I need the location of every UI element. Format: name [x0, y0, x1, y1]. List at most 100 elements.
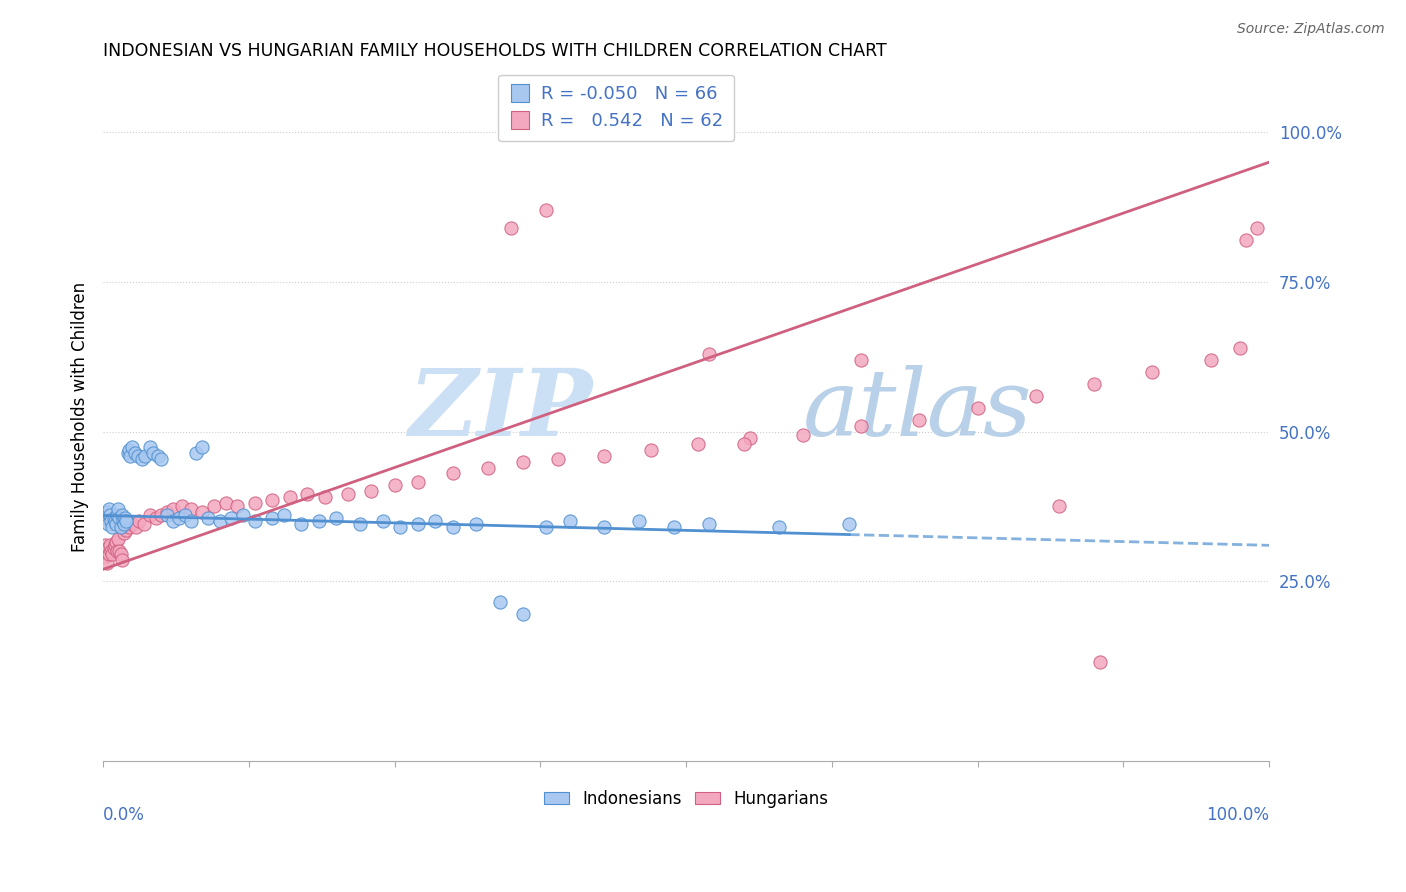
Point [107, 502, 129, 516]
Point [93, 550, 115, 565]
Point [104, 515, 127, 529]
Point [173, 508, 195, 523]
Point [115, 515, 138, 529]
Point [100, 515, 122, 529]
Text: INDONESIAN VS HUNGARIAN FAMILY HOUSEHOLDS WITH CHILDREN CORRELATION CHART: INDONESIAN VS HUNGARIAN FAMILY HOUSEHOLD… [103, 42, 887, 60]
Point [105, 508, 128, 523]
Point [115, 524, 138, 538]
Point [172, 500, 194, 514]
Point [96, 556, 118, 570]
Point [534, 203, 557, 218]
Point [1025, 389, 1047, 403]
Point [243, 515, 266, 529]
Point [1229, 341, 1251, 355]
Point [131, 451, 153, 466]
Point [214, 496, 236, 510]
Point [1142, 365, 1164, 379]
Point [142, 445, 165, 459]
Point [1083, 376, 1105, 391]
Point [740, 431, 762, 445]
Point [114, 511, 136, 525]
Point [686, 436, 709, 450]
Point [124, 445, 146, 459]
Point [360, 484, 382, 499]
Point [191, 505, 214, 519]
Point [100, 544, 122, 558]
Point [1199, 352, 1222, 367]
Point [97, 502, 120, 516]
Point [534, 520, 557, 534]
Point [226, 500, 249, 514]
Point [118, 449, 141, 463]
Point [146, 449, 169, 463]
Point [98, 538, 121, 552]
Point [93, 508, 115, 523]
Point [1047, 500, 1070, 514]
Point [110, 547, 132, 561]
Point [112, 517, 135, 532]
Point [477, 460, 499, 475]
Point [512, 454, 534, 468]
Point [94, 538, 117, 552]
Point [640, 442, 662, 457]
Point [547, 451, 569, 466]
Point [792, 427, 814, 442]
Point [221, 511, 243, 525]
Point [167, 511, 190, 525]
Point [180, 502, 202, 516]
Point [103, 511, 125, 525]
Point [593, 520, 616, 534]
Text: Source: ZipAtlas.com: Source: ZipAtlas.com [1237, 22, 1385, 37]
Point [103, 541, 125, 556]
Point [202, 500, 225, 514]
Point [628, 515, 651, 529]
Point [118, 442, 141, 457]
Point [425, 515, 447, 529]
Point [108, 511, 131, 525]
Point [838, 517, 860, 532]
Point [966, 401, 988, 415]
Point [465, 517, 488, 532]
Text: ZIP: ZIP [409, 365, 593, 455]
Point [101, 547, 124, 561]
Legend: Indonesians, Hungarians: Indonesians, Hungarians [537, 783, 835, 814]
Point [145, 511, 167, 525]
Point [1234, 233, 1257, 247]
Point [389, 520, 412, 534]
Point [488, 595, 510, 609]
Point [97, 541, 120, 556]
Point [371, 515, 394, 529]
Point [1246, 221, 1268, 235]
Point [512, 607, 534, 622]
Point [186, 445, 208, 459]
Point [104, 538, 127, 552]
Point [134, 449, 156, 463]
Point [191, 440, 214, 454]
Point [336, 487, 359, 501]
Point [278, 491, 301, 505]
Point [406, 475, 429, 490]
Point [108, 544, 131, 558]
Point [117, 445, 139, 459]
Point [162, 515, 184, 529]
Point [139, 440, 162, 454]
Point [273, 508, 295, 523]
Point [98, 508, 121, 523]
Point [110, 520, 132, 534]
Point [593, 449, 616, 463]
Point [107, 533, 129, 547]
Point [384, 478, 406, 492]
Point [97, 517, 120, 532]
Point [150, 508, 173, 523]
Point [232, 508, 254, 523]
Point [111, 553, 134, 567]
Point [112, 526, 135, 541]
Point [349, 517, 371, 532]
Text: 100.0%: 100.0% [1206, 805, 1270, 823]
Point [105, 544, 128, 558]
Point [111, 508, 134, 523]
Point [325, 511, 347, 525]
Point [295, 487, 318, 501]
Point [308, 515, 330, 529]
Point [139, 508, 162, 523]
